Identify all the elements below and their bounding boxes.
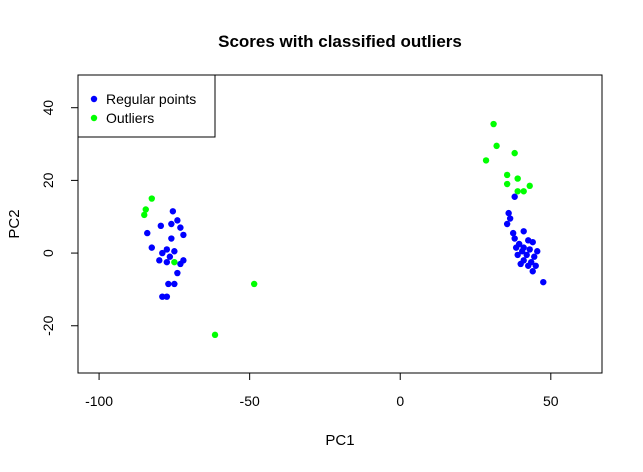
outlier-point xyxy=(514,175,521,182)
regular-point xyxy=(174,269,181,277)
outlier-point xyxy=(171,258,178,266)
regular-point xyxy=(177,260,184,268)
regular-point xyxy=(159,293,166,300)
regular-point xyxy=(503,220,511,228)
regular-point xyxy=(523,251,530,259)
regular-point xyxy=(531,253,538,260)
regular-point xyxy=(174,217,181,224)
y-tick-label: -20 xyxy=(40,315,56,335)
regular-point xyxy=(166,253,174,260)
outlier-point xyxy=(503,180,511,188)
regular-point xyxy=(526,246,533,253)
legend: Regular points Outliers xyxy=(77,74,216,138)
regular-point xyxy=(534,248,541,255)
regular-point xyxy=(540,278,547,286)
regular-point xyxy=(509,229,517,237)
regular-point xyxy=(512,244,520,251)
regular-point xyxy=(532,262,539,269)
regular-point xyxy=(529,238,536,246)
outlier-point xyxy=(250,280,258,288)
outlier-point xyxy=(142,206,149,213)
y-axis: -20 0 20 40 xyxy=(40,100,79,336)
x-tick-label: 0 xyxy=(396,393,404,409)
outlier-point xyxy=(141,211,148,219)
outlier-point xyxy=(493,142,500,150)
regular-point xyxy=(171,280,178,288)
regular-point xyxy=(177,224,184,231)
regular-point xyxy=(168,220,175,228)
regular-point xyxy=(165,280,172,288)
legend-marker xyxy=(90,95,98,103)
outlier-point xyxy=(148,195,155,202)
legend-box xyxy=(77,74,216,138)
regular-point xyxy=(511,235,518,242)
regular-point xyxy=(511,193,518,200)
regular-point xyxy=(514,251,521,259)
chart-title: Scores with classified outliers xyxy=(218,32,462,51)
regular-point xyxy=(529,268,536,275)
regular-point xyxy=(148,244,155,251)
y-tick-label: 40 xyxy=(40,100,56,116)
outlier-point xyxy=(511,149,518,157)
regular-point xyxy=(168,235,175,242)
regular-point xyxy=(169,208,177,215)
regular-point xyxy=(517,260,524,268)
regular-point xyxy=(518,248,526,255)
x-axis-label: PC1 xyxy=(325,432,354,449)
legend-label: Outliers xyxy=(106,110,154,126)
outlier-point xyxy=(520,188,527,195)
regular-point xyxy=(505,209,512,217)
outlier-point xyxy=(503,171,511,179)
data-points xyxy=(141,120,547,339)
outlier-point xyxy=(211,331,219,339)
x-tick-label: -100 xyxy=(85,393,113,409)
regular-point xyxy=(163,258,171,266)
x-tick-label: -50 xyxy=(240,393,260,409)
x-axis: -100 -50 0 50 xyxy=(85,372,559,409)
legend-marker xyxy=(90,114,98,122)
y-axis-label: PC2 xyxy=(6,209,23,238)
regular-point xyxy=(163,246,171,253)
y-tick-label: 0 xyxy=(40,249,56,257)
regular-point xyxy=(144,229,151,237)
outlier-point xyxy=(490,120,497,128)
outlier-point xyxy=(514,188,521,195)
regular-point xyxy=(171,248,178,255)
outlier-point xyxy=(482,157,490,164)
x-tick-label: 50 xyxy=(543,393,559,409)
regular-point xyxy=(506,215,514,222)
regular-point xyxy=(159,249,166,257)
legend-label: Regular points xyxy=(106,91,196,107)
regular-point xyxy=(163,293,171,300)
regular-point xyxy=(525,262,532,269)
y-tick-label: 20 xyxy=(40,172,56,188)
regular-point xyxy=(157,222,165,230)
regular-point xyxy=(156,257,163,264)
regular-point xyxy=(520,228,527,235)
outlier-point xyxy=(526,182,533,190)
regular-point xyxy=(180,231,187,239)
